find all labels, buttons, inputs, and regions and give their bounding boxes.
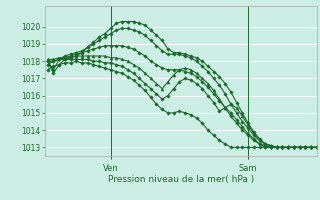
X-axis label: Pression niveau de la mer( hPa ): Pression niveau de la mer( hPa ) bbox=[108, 175, 254, 184]
